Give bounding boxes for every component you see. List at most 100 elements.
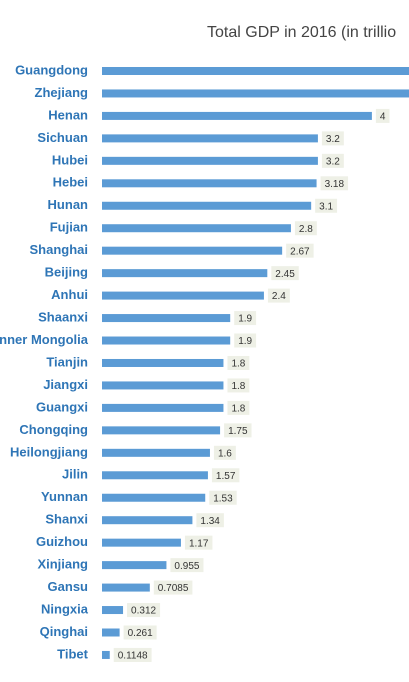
value-label-bg [286, 243, 314, 258]
value-label: 0.261 [128, 628, 153, 639]
bar [102, 426, 221, 435]
value-label-bg [213, 445, 236, 460]
bar [102, 134, 318, 143]
value-label: 2.45 [275, 269, 295, 280]
category-label: Tibet [57, 646, 88, 661]
value-label: 1.17 [189, 538, 209, 549]
value-label-bg [267, 288, 290, 303]
value-label-bg [184, 535, 213, 550]
value-label: 1.8 [231, 381, 245, 392]
value-label: 2.8 [299, 224, 313, 235]
category-label: Fujian [50, 220, 88, 235]
value-label-bg [321, 153, 344, 168]
category-label: Shanxi [45, 512, 88, 527]
value-label: 1.8 [231, 404, 245, 415]
category-label: Inner Mongolia [0, 332, 89, 347]
category-label: Tianjin [46, 354, 88, 369]
category-label: Sichuan [37, 130, 88, 145]
value-label: 0.1148 [118, 651, 148, 662]
value-label-bg [375, 108, 390, 123]
value-label: 4 [380, 112, 386, 123]
bar [102, 448, 210, 457]
bar [102, 269, 268, 278]
value-label: 1.57 [216, 471, 236, 482]
category-label: Jilin [62, 467, 88, 482]
category-label: Zhejiang [35, 85, 89, 100]
bar [102, 358, 224, 367]
bar [102, 561, 167, 570]
category-label: Qinghai [40, 624, 88, 639]
value-label: 1.34 [200, 516, 220, 527]
bar [102, 650, 110, 659]
value-label: 0.312 [131, 606, 156, 617]
value-label-bg [224, 423, 252, 438]
value-label: 1.6 [218, 448, 232, 459]
bar [102, 381, 224, 390]
value-label: 0.7085 [158, 583, 189, 594]
value-label: 1.9 [238, 314, 252, 325]
value-label-bg [211, 468, 240, 483]
value-label-bg [315, 198, 338, 213]
bar [102, 246, 283, 255]
bar [102, 291, 264, 300]
value-label-bg [170, 558, 204, 573]
value-label: 2.4 [272, 291, 286, 302]
value-label: 1.8 [231, 359, 245, 370]
value-label: 3.2 [326, 134, 340, 145]
category-label: Shaanxi [38, 309, 88, 324]
category-label: Hubei [52, 152, 88, 167]
category-label: Henan [48, 107, 88, 122]
category-label: Guangdong [15, 62, 88, 77]
value-label-bg [227, 400, 250, 415]
value-label: 1.53 [213, 493, 233, 504]
value-label-bg [123, 625, 157, 640]
bar [102, 314, 231, 323]
category-label: Xinjiang [37, 557, 88, 572]
category-label: Heilongjiang [10, 444, 88, 459]
value-label: 1.75 [228, 426, 248, 437]
value-label: 3.18 [325, 179, 345, 190]
bar [102, 538, 181, 547]
bar [102, 628, 120, 637]
value-label-bg [127, 603, 161, 618]
bar [102, 403, 224, 412]
bar [102, 224, 291, 233]
value-label-bg [294, 221, 317, 236]
value-label-bg [113, 647, 152, 662]
value-label-bg [321, 131, 344, 146]
value-label: 2.67 [290, 246, 310, 257]
category-label: Yunnan [41, 489, 88, 504]
value-label-bg [227, 355, 250, 370]
category-label: Guangxi [36, 399, 88, 414]
bar [102, 89, 409, 98]
value-label-bg [234, 333, 257, 348]
category-label: Hebei [53, 175, 88, 190]
bar [102, 493, 206, 502]
value-label-bg [227, 378, 250, 393]
category-label: Gansu [48, 579, 89, 594]
value-label-bg [320, 176, 349, 191]
bar [102, 606, 124, 615]
value-label: 1.9 [238, 336, 252, 347]
bar [102, 201, 312, 210]
bar [102, 111, 372, 120]
bar [102, 583, 150, 592]
category-label: Shanghai [29, 242, 88, 257]
bar [102, 67, 409, 75]
category-label: Beijing [45, 265, 88, 280]
value-label: 3.1 [319, 201, 333, 212]
bar [102, 471, 208, 480]
value-label: 3.2 [326, 156, 340, 167]
value-label-bg [234, 311, 257, 326]
category-label: Ningxia [41, 601, 89, 616]
category-label: Guizhou [36, 534, 88, 549]
bar [102, 179, 317, 188]
category-label: Jiangxi [43, 377, 88, 392]
bar [102, 336, 231, 345]
category-label: Chongqing [19, 422, 88, 437]
bar [102, 516, 193, 525]
value-label: 0.955 [174, 561, 199, 572]
value-label-bg [196, 513, 224, 528]
